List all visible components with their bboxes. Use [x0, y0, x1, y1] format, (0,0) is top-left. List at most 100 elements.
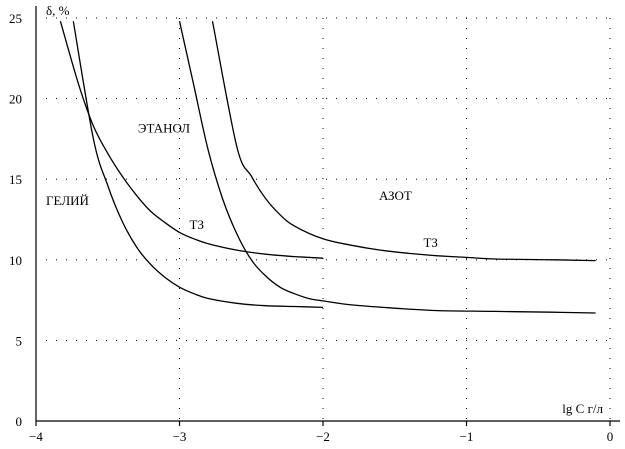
grid-dot-y5 — [566, 17, 567, 19]
grid-dot-y3 — [586, 178, 587, 180]
grid-dot-y5 — [376, 17, 377, 19]
grid-dot-x1 — [179, 58, 180, 59]
grid-dot-x3 — [466, 398, 467, 399]
grid-dot-x2 — [322, 168, 324, 169]
grid-dot-y1 — [236, 339, 237, 341]
grid-dot-y1 — [206, 339, 207, 341]
grid-dot-y3 — [566, 178, 567, 180]
y-axis-title: δ, % — [46, 3, 70, 18]
grid-dot-x3 — [466, 258, 467, 259]
grid-dot-y2 — [356, 259, 357, 261]
grid-dot-y1 — [396, 339, 397, 341]
grid-dot-y2 — [226, 259, 227, 261]
grid-dot-y2 — [606, 259, 607, 261]
grid-dot-x2 — [322, 228, 324, 229]
grid-dot-x3 — [466, 88, 467, 89]
grid-dot-y5 — [516, 17, 517, 19]
grid-dot-y1 — [466, 339, 467, 341]
grid-dot-y3 — [376, 178, 377, 180]
grid-dot-y3 — [166, 178, 167, 180]
grid-dot-y2 — [196, 259, 197, 261]
grid-dot-y3 — [386, 178, 387, 180]
grid-dot-y5 — [56, 17, 57, 19]
grid-dot-x1 — [179, 408, 180, 409]
grid-dot-y4 — [526, 98, 527, 100]
grid-dot-x3 — [466, 278, 467, 279]
grid-dot-y2 — [496, 259, 497, 261]
grid-dot-y1 — [326, 339, 327, 341]
grid-dot-y3 — [96, 178, 97, 180]
grid-dot-y4 — [256, 98, 257, 100]
grid-dot-x1 — [179, 38, 180, 39]
grid-dot-x1 — [179, 238, 180, 239]
grid-dot-y4 — [426, 98, 427, 100]
grid-dot-y3 — [396, 178, 397, 180]
grid-dot-x4 — [609, 68, 611, 69]
grid-dot-y1 — [446, 339, 447, 341]
grid-dot-x3 — [466, 158, 467, 159]
grid-dot-y2 — [476, 259, 477, 261]
grid-dot-y4 — [386, 98, 387, 100]
grid-dot-x3 — [466, 148, 467, 149]
grid-dot-y4 — [596, 98, 597, 100]
grid-dot-x4 — [609, 228, 611, 229]
grid-dot-y5 — [346, 17, 347, 19]
grid-dot-x2 — [322, 328, 324, 329]
grid-dot-y4 — [176, 98, 177, 100]
grid-dot-y5 — [596, 17, 597, 19]
x-tick-label: −2 — [316, 429, 330, 444]
grid-dot-y2 — [106, 259, 107, 261]
y-tick-label: 15 — [9, 172, 22, 187]
grid-dot-y2 — [86, 259, 87, 261]
grid-dot-x3 — [466, 268, 467, 269]
grid-dot-y3 — [546, 178, 547, 180]
grid-dot-y5 — [186, 17, 187, 19]
grid-dot-y1 — [146, 339, 147, 341]
x-tick-label: −3 — [173, 429, 187, 444]
grid-dot-y1 — [56, 339, 57, 341]
grid-dot-x2 — [322, 318, 324, 319]
grid-dot-y3 — [76, 178, 77, 180]
grid-dot-x3 — [466, 38, 467, 39]
grid-dot-y3 — [246, 178, 247, 180]
grid-dot-y3 — [46, 178, 47, 180]
grid-dot-x3 — [466, 388, 467, 389]
grid-dot-y3 — [146, 178, 147, 180]
grid-dot-y5 — [316, 17, 317, 19]
grid-dot-y5 — [386, 17, 387, 19]
grid-dot-y4 — [166, 98, 167, 100]
grid-dot-x1 — [179, 28, 180, 29]
grid-dot-y2 — [426, 259, 427, 261]
curve-line-0 — [72, 21, 324, 309]
grid-dot-x4 — [609, 358, 611, 359]
grid-dot-x4 — [609, 268, 611, 269]
grid-dot-x3 — [466, 248, 467, 249]
grid-dot-x2 — [322, 18, 324, 19]
grid-dot-y5 — [336, 17, 337, 19]
grid-dot-x4 — [609, 158, 611, 159]
grid-dot-x3 — [466, 348, 467, 349]
grid-dot-y4 — [556, 98, 557, 100]
grid-dot-x1 — [179, 98, 180, 99]
grid-dot-x1 — [179, 178, 180, 179]
grid-dot-x1 — [179, 18, 180, 19]
grid-dot-y4 — [366, 98, 367, 100]
grid-dot-y5 — [156, 17, 157, 19]
grid-dot-y1 — [366, 339, 367, 341]
grid-dot-y2 — [406, 259, 407, 261]
grid-dot-y2 — [336, 259, 337, 261]
grid-dot-x2 — [322, 88, 324, 89]
grid-dot-y4 — [356, 98, 357, 100]
grid-dot-y4 — [516, 98, 517, 100]
grid-dot-y3 — [186, 178, 187, 180]
grid-dot-y4 — [436, 98, 437, 100]
grid-dot-x4 — [609, 338, 611, 339]
grid-dot-x3 — [466, 198, 467, 199]
grid-dot-y5 — [286, 17, 287, 19]
grid-dot-x3 — [466, 378, 467, 379]
grid-dot-y3 — [496, 178, 497, 180]
grid-dot-x4 — [609, 168, 611, 169]
grid-dot-y4 — [506, 98, 507, 100]
grid-dot-y5 — [406, 17, 407, 19]
grid-dot-x2 — [322, 108, 324, 109]
